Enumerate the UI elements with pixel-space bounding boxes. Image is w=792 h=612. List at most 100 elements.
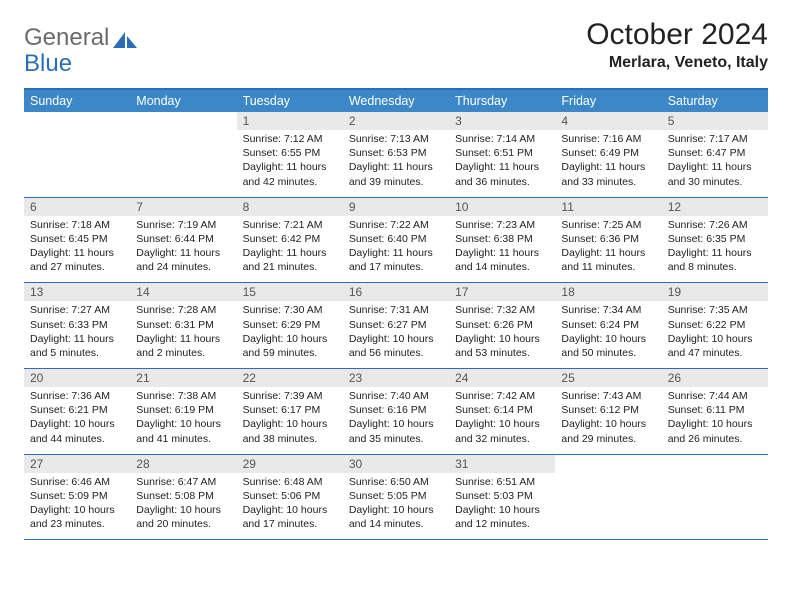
calendar-cell: 28Sunrise: 6:47 AMSunset: 5:08 PMDayligh… bbox=[130, 454, 236, 540]
sunrise-text: Sunrise: 7:44 AM bbox=[668, 389, 762, 403]
daylight-text: Daylight: 11 hours and 42 minutes. bbox=[243, 160, 337, 188]
calendar-cell: 16Sunrise: 7:31 AMSunset: 6:27 PMDayligh… bbox=[343, 283, 449, 369]
sunrise-text: Sunrise: 7:27 AM bbox=[30, 303, 124, 317]
day-details: Sunrise: 7:35 AMSunset: 6:22 PMDaylight:… bbox=[662, 301, 768, 368]
calendar-cell: . bbox=[662, 454, 768, 540]
day-number: 3 bbox=[449, 112, 555, 130]
day-number: 22 bbox=[237, 369, 343, 387]
sunset-text: Sunset: 6:53 PM bbox=[349, 146, 443, 160]
calendar-cell: 17Sunrise: 7:32 AMSunset: 6:26 PMDayligh… bbox=[449, 283, 555, 369]
sunrise-text: Sunrise: 6:46 AM bbox=[30, 475, 124, 489]
day-header: Wednesday bbox=[343, 89, 449, 112]
day-number: 10 bbox=[449, 198, 555, 216]
sunset-text: Sunset: 6:11 PM bbox=[668, 403, 762, 417]
sunset-text: Sunset: 6:29 PM bbox=[243, 318, 337, 332]
calendar-cell: 21Sunrise: 7:38 AMSunset: 6:19 PMDayligh… bbox=[130, 369, 236, 455]
sunset-text: Sunset: 6:40 PM bbox=[349, 232, 443, 246]
daylight-text: Daylight: 10 hours and 38 minutes. bbox=[243, 417, 337, 445]
day-details: Sunrise: 7:25 AMSunset: 6:36 PMDaylight:… bbox=[555, 216, 661, 283]
daylight-text: Daylight: 10 hours and 50 minutes. bbox=[561, 332, 655, 360]
day-details: Sunrise: 7:31 AMSunset: 6:27 PMDaylight:… bbox=[343, 301, 449, 368]
sunrise-text: Sunrise: 7:19 AM bbox=[136, 218, 230, 232]
day-details bbox=[130, 130, 236, 192]
logo-word-blue: Blue bbox=[24, 50, 109, 78]
sunrise-text: Sunrise: 7:13 AM bbox=[349, 132, 443, 146]
daylight-text: Daylight: 10 hours and 32 minutes. bbox=[455, 417, 549, 445]
sunrise-text: Sunrise: 7:22 AM bbox=[349, 218, 443, 232]
day-details: Sunrise: 7:12 AMSunset: 6:55 PMDaylight:… bbox=[237, 130, 343, 197]
day-number: 17 bbox=[449, 283, 555, 301]
calendar-cell: 27Sunrise: 6:46 AMSunset: 5:09 PMDayligh… bbox=[24, 454, 130, 540]
daylight-text: Daylight: 10 hours and 44 minutes. bbox=[30, 417, 124, 445]
daylight-text: Daylight: 10 hours and 35 minutes. bbox=[349, 417, 443, 445]
calendar-cell: 23 Sunrise: 7:40 AMSunset: 6:16 PMDayligh… bbox=[343, 369, 449, 455]
daylight-text: Daylight: 11 hours and 8 minutes. bbox=[668, 246, 762, 274]
day-number: 2 bbox=[343, 112, 449, 130]
sunset-text: Sunset: 6:21 PM bbox=[30, 403, 124, 417]
calendar-cell: 1Sunrise: 7:12 AMSunset: 6:55 PMDaylight… bbox=[237, 112, 343, 197]
sunrise-text: Sunrise: 6:48 AM bbox=[243, 475, 337, 489]
day-header: Tuesday bbox=[237, 89, 343, 112]
day-details: Sunrise: 7:23 AMSunset: 6:38 PMDaylight:… bbox=[449, 216, 555, 283]
sunrise-text: Sunrise: 7:38 AM bbox=[136, 389, 230, 403]
sunset-text: Sunset: 6:16 PM bbox=[349, 403, 443, 417]
sunrise-text: Sunrise: 7:25 AM bbox=[561, 218, 655, 232]
calendar-cell: 14Sunrise: 7:28 AMSunset: 6:31 PMDayligh… bbox=[130, 283, 236, 369]
sunrise-text: Sunrise: 7:34 AM bbox=[561, 303, 655, 317]
sunrise-text: Sunrise: 6:50 AM bbox=[349, 475, 443, 489]
calendar-cell: 31Sunrise: 6:51 AMSunset: 5:03 PMDayligh… bbox=[449, 454, 555, 540]
calendar-cell: 5Sunrise: 7:17 AMSunset: 6:47 PMDaylight… bbox=[662, 112, 768, 197]
day-header-row: Sunday Monday Tuesday Wednesday Thursday… bbox=[24, 89, 768, 112]
day-number: 6 bbox=[24, 198, 130, 216]
calendar-cell: 3Sunrise: 7:14 AMSunset: 6:51 PMDaylight… bbox=[449, 112, 555, 197]
calendar-cell: 9Sunrise: 7:22 AMSunset: 6:40 PMDaylight… bbox=[343, 197, 449, 283]
sunset-text: Sunset: 6:26 PM bbox=[455, 318, 549, 332]
sunrise-text: Sunrise: 7:23 AM bbox=[455, 218, 549, 232]
day-number: 8 bbox=[237, 198, 343, 216]
day-details: Sunrise: 7:13 AMSunset: 6:53 PMDaylight:… bbox=[343, 130, 449, 197]
day-number: 7 bbox=[130, 198, 236, 216]
day-header: Saturday bbox=[662, 89, 768, 112]
sunrise-text: Sunrise: 7:36 AM bbox=[30, 389, 124, 403]
day-details bbox=[24, 130, 130, 192]
day-number: 16 bbox=[343, 283, 449, 301]
day-number: 14 bbox=[130, 283, 236, 301]
daylight-text: Daylight: 11 hours and 27 minutes. bbox=[30, 246, 124, 274]
day-details: Sunrise: 7:14 AMSunset: 6:51 PMDaylight:… bbox=[449, 130, 555, 197]
daylight-text: Daylight: 11 hours and 24 minutes. bbox=[136, 246, 230, 274]
day-number: 23 bbox=[343, 369, 449, 387]
calendar-cell: 13Sunrise: 7:27 AMSunset: 6:33 PMDayligh… bbox=[24, 283, 130, 369]
calendar-table: Sunday Monday Tuesday Wednesday Thursday… bbox=[24, 88, 768, 540]
calendar-cell: 19Sunrise: 7:35 AMSunset: 6:22 PMDayligh… bbox=[662, 283, 768, 369]
sunset-text: Sunset: 6:55 PM bbox=[243, 146, 337, 160]
sunset-text: Sunset: 6:22 PM bbox=[668, 318, 762, 332]
day-number: 12 bbox=[662, 198, 768, 216]
sunrise-text: Sunrise: 7:40 AM bbox=[349, 389, 443, 403]
day-details: Sunrise: 7:39 AMSunset: 6:17 PMDaylight:… bbox=[237, 387, 343, 454]
sunset-text: Sunset: 6:45 PM bbox=[30, 232, 124, 246]
calendar-cell: 4Sunrise: 7:16 AMSunset: 6:49 PMDaylight… bbox=[555, 112, 661, 197]
calendar-cell: 24Sunrise: 7:42 AMSunset: 6:14 PMDayligh… bbox=[449, 369, 555, 455]
sunrise-text: Sunrise: 7:17 AM bbox=[668, 132, 762, 146]
daylight-text: Daylight: 10 hours and 26 minutes. bbox=[668, 417, 762, 445]
calendar-row: 13Sunrise: 7:27 AMSunset: 6:33 PMDayligh… bbox=[24, 283, 768, 369]
day-details: Sunrise: 7:22 AMSunset: 6:40 PMDaylight:… bbox=[343, 216, 449, 283]
title-block: October 2024 Merlara, Veneto, Italy bbox=[586, 18, 768, 72]
day-number: 20 bbox=[24, 369, 130, 387]
sunrise-text: Sunrise: 7:42 AM bbox=[455, 389, 549, 403]
day-number: 28 bbox=[130, 455, 236, 473]
calendar-cell: 10Sunrise: 7:23 AMSunset: 6:38 PMDayligh… bbox=[449, 197, 555, 283]
day-number: 13 bbox=[24, 283, 130, 301]
sunrise-text: Sunrise: 6:51 AM bbox=[455, 475, 549, 489]
day-details: Sunrise: 7:28 AMSunset: 6:31 PMDaylight:… bbox=[130, 301, 236, 368]
day-details bbox=[555, 473, 661, 535]
day-details: Sunrise: 6:47 AMSunset: 5:08 PMDaylight:… bbox=[130, 473, 236, 540]
day-details: Sunrise: 7:32 AMSunset: 6:26 PMDaylight:… bbox=[449, 301, 555, 368]
calendar-cell: . bbox=[130, 112, 236, 197]
daylight-text: Daylight: 11 hours and 2 minutes. bbox=[136, 332, 230, 360]
day-details: Sunrise: 7:18 AMSunset: 6:45 PMDaylight:… bbox=[24, 216, 130, 283]
calendar-cell: 12Sunrise: 7:26 AMSunset: 6:35 PMDayligh… bbox=[662, 197, 768, 283]
calendar-cell: . bbox=[24, 112, 130, 197]
day-header: Thursday bbox=[449, 89, 555, 112]
day-number: 31 bbox=[449, 455, 555, 473]
